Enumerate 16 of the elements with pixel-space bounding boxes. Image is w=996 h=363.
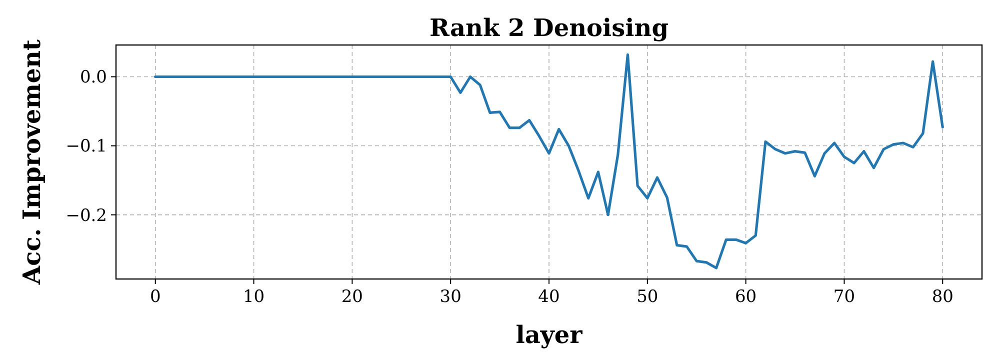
x-tick-label: 0 — [150, 287, 161, 307]
x-axis-title: layer — [516, 320, 583, 349]
line-series — [154, 53, 944, 270]
y-tick-label: −0.2 — [66, 206, 107, 226]
x-tick-label: 20 — [341, 287, 363, 307]
x-tick-label: 60 — [735, 287, 757, 307]
x-tick-label: 10 — [242, 287, 265, 307]
x-tick-label: 40 — [538, 287, 560, 307]
y-tick-label: −0.1 — [66, 136, 107, 157]
y-axis-title: Acc. Improvement — [17, 39, 46, 286]
x-tick-label: 30 — [440, 287, 462, 307]
x-tick-label: 70 — [833, 287, 856, 307]
chart-title: Rank 2 Denoising — [429, 13, 669, 42]
x-tick-label: 50 — [636, 287, 658, 307]
x-tick-label: 80 — [932, 287, 954, 307]
y-tick-label: 0.0 — [80, 68, 107, 88]
